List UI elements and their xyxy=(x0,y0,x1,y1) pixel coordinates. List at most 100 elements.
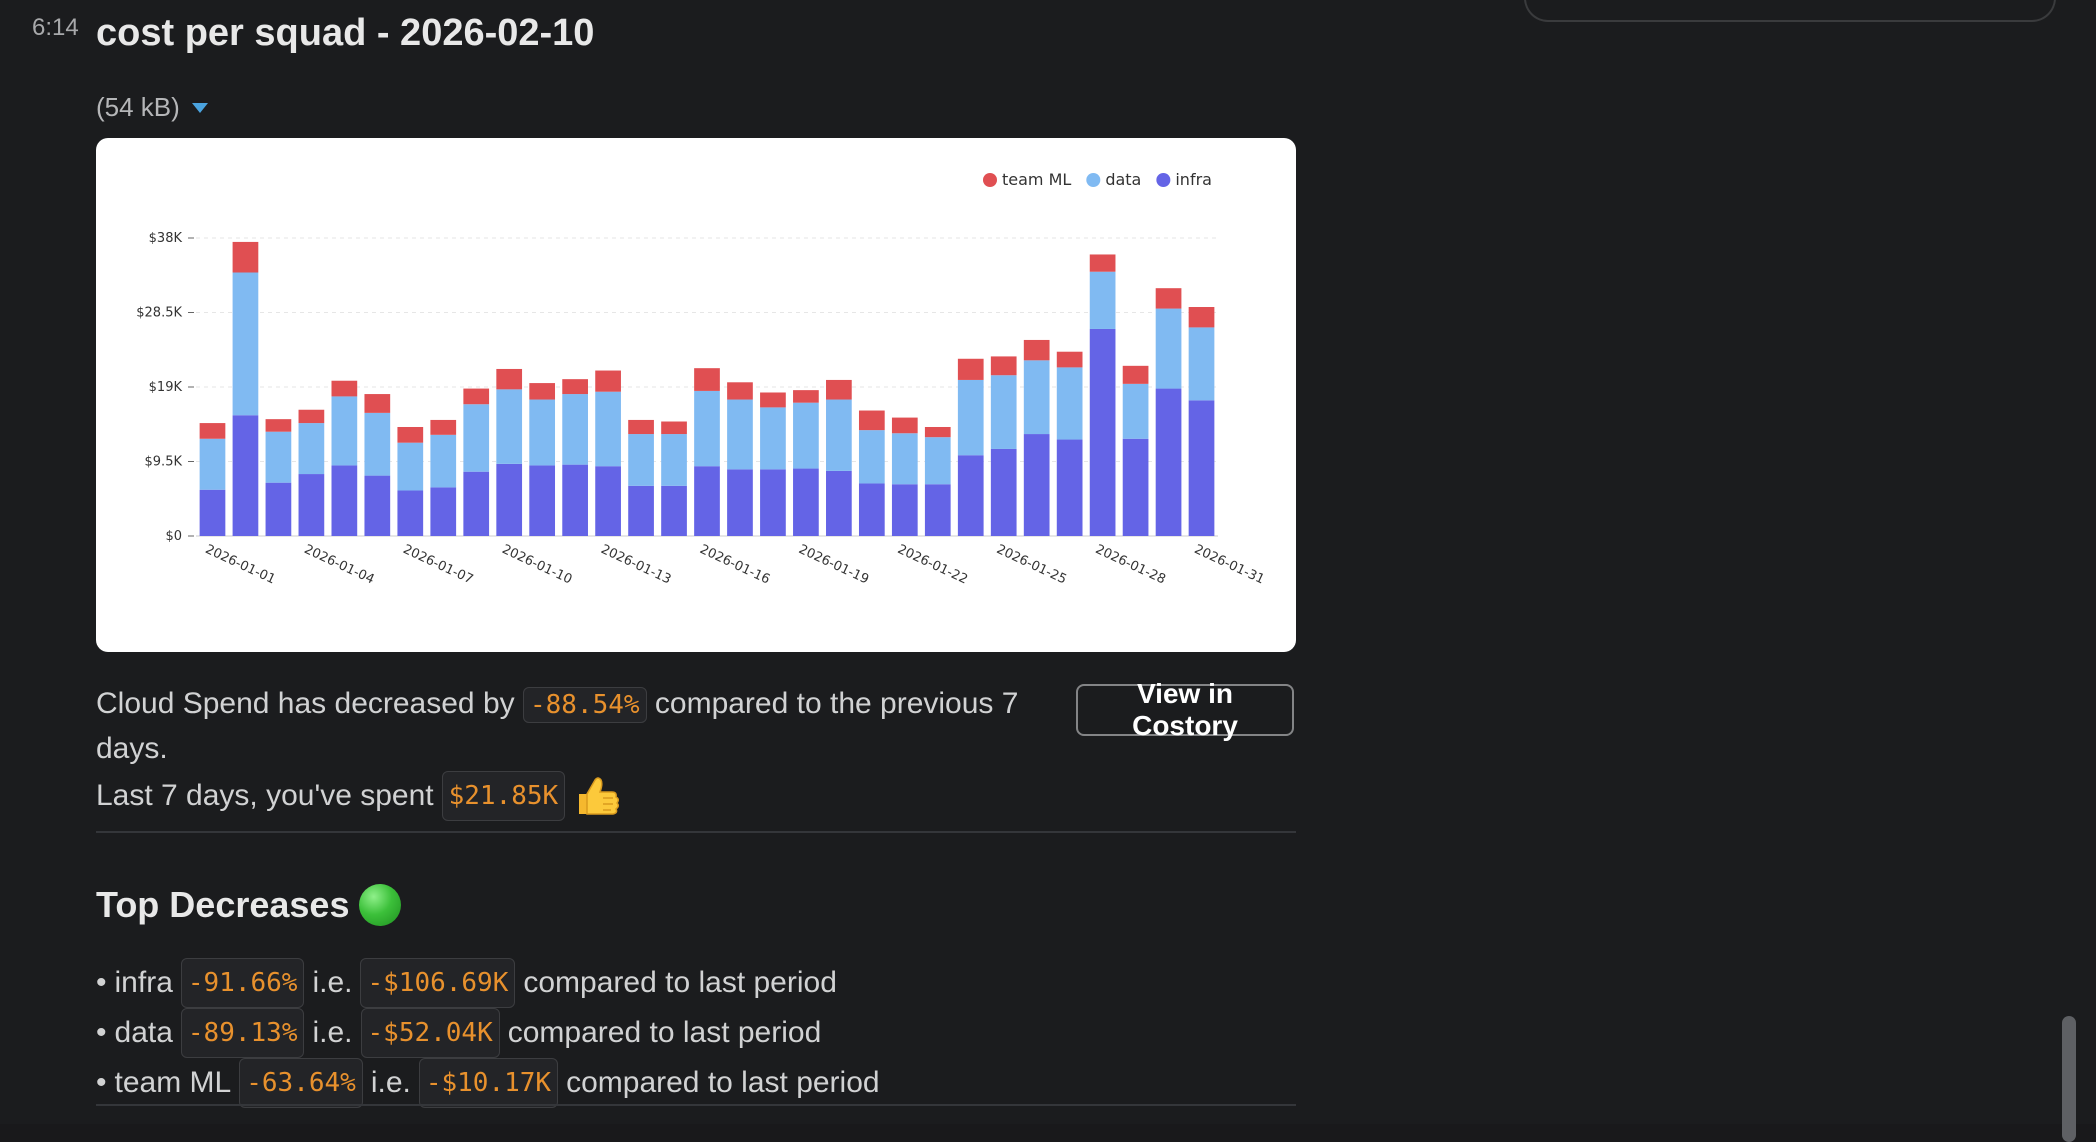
x-tick-label: 2026-01-31 xyxy=(1192,542,1267,588)
bar-segment-infra xyxy=(694,466,720,536)
x-tick-label: 2026-01-22 xyxy=(895,542,970,588)
bar-segment-data xyxy=(463,404,490,472)
bar-segment-data xyxy=(1023,360,1050,435)
top-decreases-list: • infra -91.66% i.e. -$106.69K compared … xyxy=(96,958,880,1108)
bar-segment-team-ml xyxy=(858,410,885,431)
bar-segment-data xyxy=(924,437,951,485)
x-tick-label: 2026-01-01 xyxy=(203,542,278,588)
bar-segment-infra xyxy=(990,448,1017,536)
bar-segment-infra xyxy=(661,485,687,536)
bar-segment-infra xyxy=(793,468,819,536)
bar-segment-data xyxy=(298,423,325,475)
summary-line2-prefix: Last 7 days, you've spent xyxy=(96,779,434,812)
bar-segment-team-ml xyxy=(199,423,226,439)
bar-segment-infra xyxy=(1089,328,1116,536)
bar-segment-data xyxy=(1122,383,1149,439)
bar-segment-data xyxy=(760,407,786,470)
bar-segment-data xyxy=(1188,327,1215,401)
x-tick-label: 2026-01-19 xyxy=(796,542,871,588)
legend-label: team ML xyxy=(1002,170,1071,189)
thumbs-up-icon xyxy=(579,777,620,815)
caret-down-icon[interactable] xyxy=(191,102,208,113)
legend-marker xyxy=(983,173,997,187)
pct-badge: -63.64% xyxy=(239,1058,363,1108)
bar-segment-data xyxy=(694,390,720,467)
amount-badge: -$10.17K xyxy=(418,1058,559,1108)
bar-segment-infra xyxy=(891,484,918,536)
bar-segment-infra xyxy=(1023,434,1050,536)
pct-badge: -91.66% xyxy=(180,958,305,1008)
amount-badge: -$52.04K xyxy=(360,1008,500,1058)
legend-marker xyxy=(1086,173,1101,187)
bar-segment-team-ml xyxy=(496,368,523,390)
amount-badge: -$106.69K xyxy=(360,958,516,1008)
bar-segment-infra xyxy=(463,471,490,536)
green-circle-icon xyxy=(359,884,402,926)
bar-segment-data xyxy=(990,375,1017,449)
scrollbar-thumb[interactable] xyxy=(2062,1016,2076,1142)
bar-segment-infra xyxy=(1122,438,1149,536)
bar-segment-data xyxy=(1089,271,1116,329)
bar-segment-team-ml xyxy=(1188,307,1215,328)
bar-segment-team-ml xyxy=(595,370,621,392)
bar-segment-team-ml xyxy=(793,390,819,403)
spend-total-badge: $21.85K xyxy=(441,771,566,821)
legend-marker xyxy=(1156,173,1171,187)
x-tick-label: 2026-01-25 xyxy=(994,542,1069,588)
bar-segment-infra xyxy=(727,469,753,536)
y-tick-label: $0 xyxy=(165,529,182,544)
bar-segment-infra xyxy=(430,487,457,536)
bar-segment-team-ml xyxy=(1023,339,1050,361)
bar-segment-team-ml xyxy=(1155,288,1182,309)
bar-segment-team-ml xyxy=(727,382,753,400)
chart-image[interactable]: $0 $9.5K $19K $28.5K $38K 2026-01-01 2026-01-0… xyxy=(96,138,1296,652)
bar-segment-infra xyxy=(331,465,358,536)
bar-segment-infra xyxy=(1056,439,1083,536)
spend-summary: Cloud Spend has decreased by -88.54% com… xyxy=(96,682,1056,821)
message-timestamp[interactable]: 6:14 xyxy=(32,14,79,41)
bar-segment-team-ml xyxy=(891,417,918,434)
bar-segment-infra xyxy=(826,470,852,536)
file-size-toggle[interactable]: (54 kB) xyxy=(96,92,208,123)
ie-label: i.e. xyxy=(312,1016,353,1049)
bar-segment-infra xyxy=(265,482,292,536)
bar-segment-infra xyxy=(298,474,325,536)
bar-segment-data xyxy=(727,399,753,470)
bar-segment-team-ml xyxy=(430,419,457,435)
bar-segment-data xyxy=(364,412,391,476)
bar-segment-data xyxy=(397,442,424,491)
bar-segment-data xyxy=(199,438,226,490)
list-item: • data -89.13% i.e. -$52.04K compared to… xyxy=(96,1008,880,1058)
x-tick-label: 2026-01-04 xyxy=(302,542,377,588)
bar-segment-team-ml xyxy=(529,383,556,400)
summary-line1-suffix: compared to the previous 7 days. xyxy=(96,687,1019,765)
bar-segment-data xyxy=(957,379,984,456)
list-item: • team ML -63.64% i.e. -$10.17K compared… xyxy=(96,1058,880,1108)
view-in-costory-button[interactable]: View in Costory xyxy=(1076,678,1294,741)
bar-segment-infra xyxy=(562,464,588,536)
bar-segment-infra xyxy=(1155,388,1182,536)
bar-segment-infra xyxy=(199,489,226,536)
bar-segment-team-ml xyxy=(364,394,391,413)
top-decreases-heading: Top Decreases xyxy=(96,884,402,926)
side-panel-edge xyxy=(1524,0,2056,22)
bar-segment-infra xyxy=(760,469,786,536)
bar-segment-team-ml xyxy=(331,380,358,397)
bar-segment-data xyxy=(793,402,819,469)
bar-segment-data xyxy=(265,431,292,483)
x-tick-label: 2026-01-10 xyxy=(500,542,575,588)
bar-segment-infra xyxy=(1188,400,1215,536)
bar-segment-data xyxy=(891,433,918,485)
ie-label: i.e. xyxy=(312,966,353,999)
bar-segment-data xyxy=(661,434,687,486)
bar-segment-team-ml xyxy=(1089,254,1116,272)
bar-segment-data xyxy=(430,434,457,488)
pct-badge: -89.13% xyxy=(180,1008,305,1058)
bar-segment-infra xyxy=(397,490,424,536)
list-item: • infra -91.66% i.e. -$106.69K compared … xyxy=(96,958,880,1008)
bar-segment-data xyxy=(595,391,621,467)
stacked-bar-chart: $0 $9.5K $19K $28.5K $38K 2026-01-01 2026-01-0… xyxy=(136,170,1267,588)
bar-segment-team-ml xyxy=(463,388,490,405)
bar-segment-infra xyxy=(232,415,259,536)
bar-segment-infra xyxy=(364,475,391,536)
